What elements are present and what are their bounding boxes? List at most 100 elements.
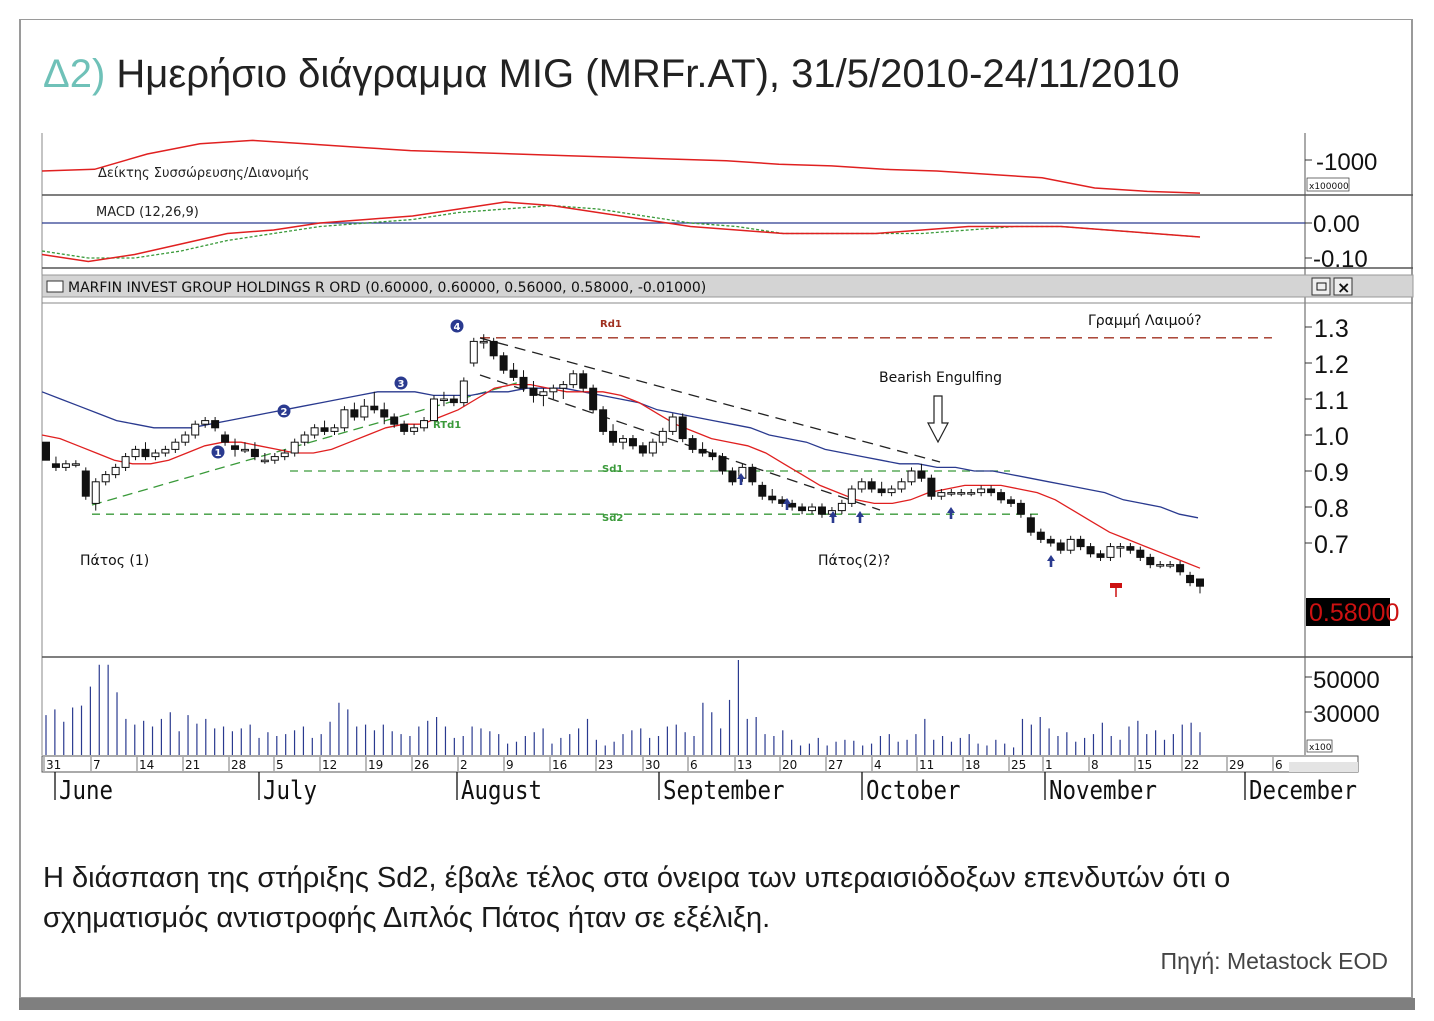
up-arrow-icon (829, 511, 837, 523)
candle-body (469, 340, 478, 364)
candle-body (300, 434, 309, 443)
day-label: 23 (598, 758, 613, 772)
price-panel-title: MARFIN INVEST GROUP HOLDINGS R ORD (0.60… (68, 280, 706, 296)
source-credit: Πηγή: Metastock EOD (1160, 948, 1388, 974)
candle-body (808, 506, 817, 512)
day-label: 29 (1229, 758, 1244, 772)
candle-body (489, 340, 498, 357)
channel-lower-line (479, 374, 881, 511)
month-label: July (263, 776, 317, 806)
candle-body (360, 405, 369, 418)
ma-slow-line (41, 387, 1199, 519)
candle-body (151, 452, 160, 458)
candle-body (877, 488, 886, 494)
wave-badge (277, 404, 291, 418)
candle-body (519, 376, 528, 389)
candle-body (678, 416, 687, 440)
up-arrow-icon (783, 498, 791, 510)
figure-frame (19, 19, 1413, 999)
candle-body (320, 427, 329, 432)
candle-body (201, 420, 210, 425)
candle-body (191, 423, 200, 436)
volume-tick-label: 30000 (1313, 701, 1380, 728)
candle-body (897, 481, 906, 490)
candle-body (867, 481, 876, 490)
candle-body (728, 470, 737, 483)
last-price-label: 0.58000 (1309, 599, 1399, 627)
day-label: 31 (46, 758, 61, 772)
candle-body (509, 369, 518, 378)
candle-body (1066, 538, 1075, 551)
candle-body (400, 423, 409, 432)
price-tick-label: 1.1 (1314, 387, 1349, 415)
wave-badge-label: 1 (215, 448, 222, 459)
date-axis-fill (1289, 762, 1358, 772)
day-label: 7 (93, 758, 101, 772)
candle-body (857, 481, 866, 490)
candle-body (937, 492, 946, 497)
candle-body (1156, 564, 1165, 567)
candle-body (280, 452, 289, 458)
candle-body (549, 387, 558, 393)
candle-body (221, 434, 230, 443)
candle-body (1026, 517, 1035, 533)
price-tick-label: 1.3 (1314, 315, 1349, 343)
candle-body (957, 492, 966, 495)
candle-body (768, 495, 777, 501)
wave-badge (394, 376, 408, 390)
candle-body (1166, 564, 1175, 567)
annotation-bottom-1: Πάτος (1) (80, 553, 149, 569)
ad-scale-label: x100000 (1309, 182, 1349, 192)
down-arrow-icon (927, 395, 949, 444)
candle-body (658, 430, 667, 443)
day-label: 8 (1091, 758, 1099, 772)
up-arrow-icon (947, 507, 955, 519)
month-label: June (59, 776, 113, 806)
candle-body (748, 466, 757, 483)
candle-body (231, 445, 240, 450)
candle-body (987, 488, 996, 494)
candle-body (410, 427, 419, 432)
candle-body (847, 488, 856, 504)
candle-body (370, 405, 379, 411)
annotation-bottom-2: Πάτος(2)? (818, 553, 890, 569)
day-label: 25 (1011, 758, 1026, 772)
day-label: 6 (690, 758, 698, 772)
candle-body (589, 387, 598, 411)
candle-body (798, 506, 807, 512)
day-label: 20 (782, 758, 797, 772)
panel-window-icon (46, 280, 64, 293)
candle-body (270, 456, 279, 461)
candle-body (290, 441, 299, 454)
candle-body (1146, 556, 1155, 566)
wave-badge (450, 319, 464, 333)
candle-body (1016, 502, 1025, 515)
day-label: 2 (460, 758, 468, 772)
candle-body (161, 448, 170, 454)
candle-body (1056, 542, 1065, 551)
candle-body (817, 506, 826, 515)
title-lead: Δ2) (43, 52, 106, 96)
candle-body (688, 438, 697, 450)
candle-body (1186, 574, 1195, 584)
candle-body (1106, 546, 1115, 558)
bottom-bar (19, 998, 1415, 1010)
candle-body (539, 391, 548, 396)
month-label: August (461, 776, 542, 806)
candle-body (718, 456, 727, 472)
day-label: 21 (185, 758, 200, 772)
day-label: 15 (1137, 758, 1152, 772)
day-label: 13 (737, 758, 752, 772)
label-rtd1: RTd1 (433, 420, 461, 431)
candle-body (708, 452, 717, 458)
day-label: 5 (276, 758, 284, 772)
day-label: 14 (139, 758, 154, 772)
candle-body (997, 492, 1006, 501)
candle-body (171, 441, 180, 450)
candle-body (837, 502, 846, 512)
candle-body (609, 430, 618, 443)
ma-fast-line (41, 383, 1201, 569)
candle-body (310, 427, 319, 436)
trendline-rtd1 (91, 381, 521, 506)
